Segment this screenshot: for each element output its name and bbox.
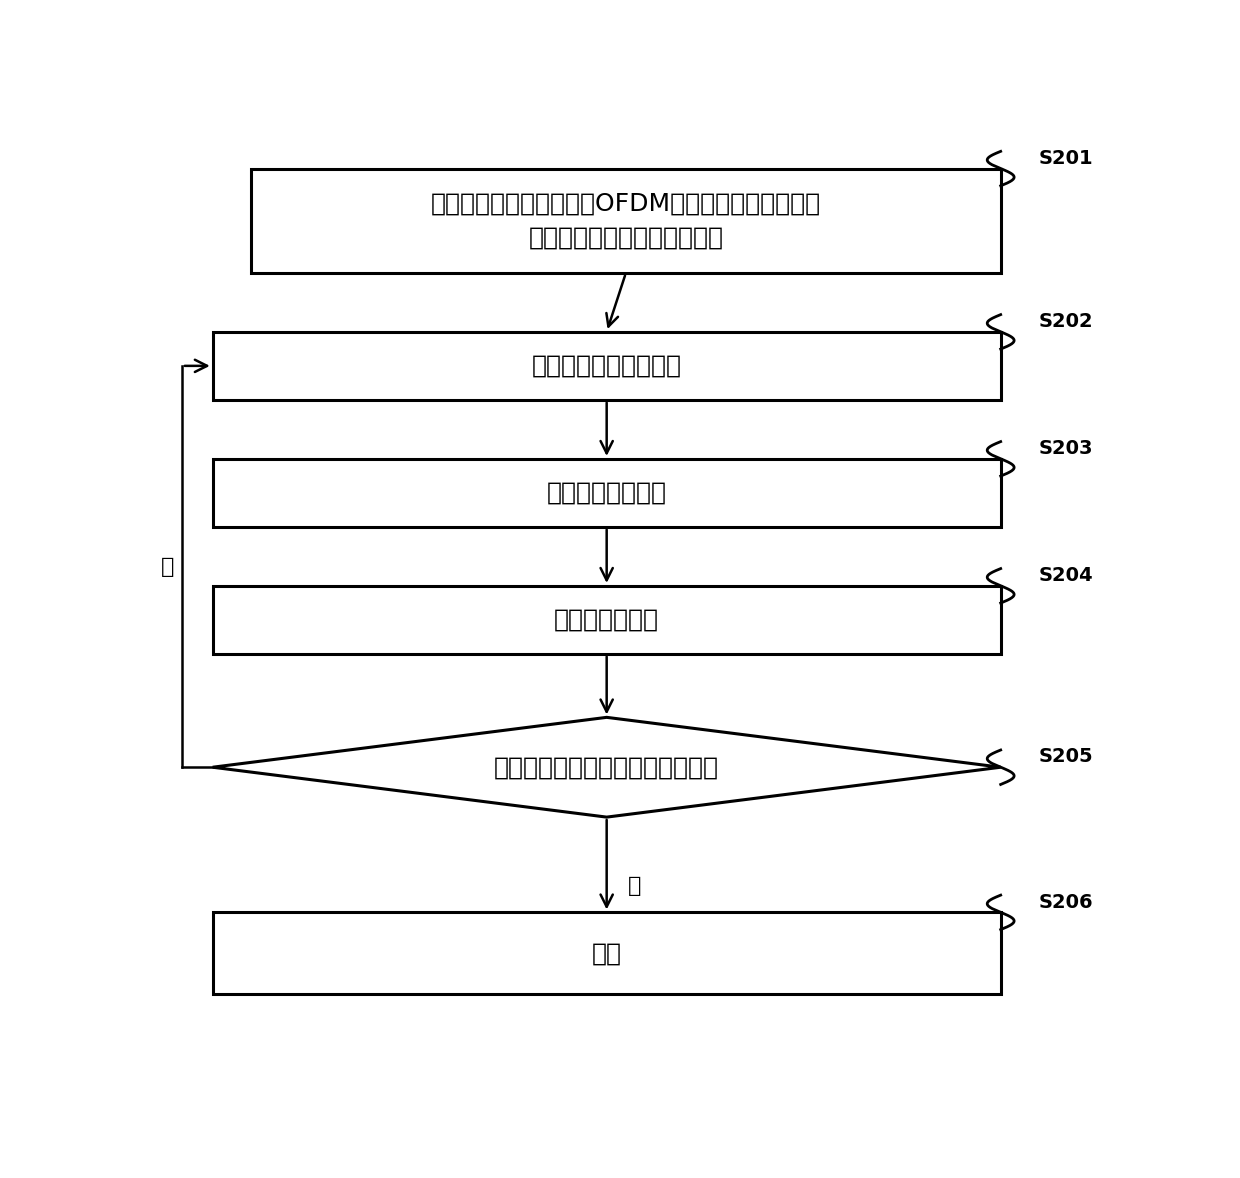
- Bar: [213, 585, 1001, 654]
- Polygon shape: [213, 717, 1001, 818]
- Bar: [213, 459, 1001, 527]
- Bar: [213, 332, 1001, 399]
- Text: S202: S202: [1038, 312, 1092, 331]
- Text: 进行成员度的更新: 进行成员度的更新: [547, 481, 667, 505]
- Bar: [250, 168, 1001, 273]
- Text: 判断目标函数值是否满足设定要求: 判断目标函数值是否满足设定要求: [495, 755, 719, 779]
- Text: 计算目标函数值: 计算目标函数值: [554, 608, 660, 631]
- Text: S203: S203: [1038, 439, 1092, 458]
- Text: S204: S204: [1038, 565, 1092, 585]
- Text: S201: S201: [1038, 148, 1092, 167]
- Text: 是: 是: [627, 875, 641, 895]
- Text: 设置集群数量为，初始化OFDM符号的实部（或虚部）
对各集群的聚类中心的成员度: 设置集群数量为，初始化OFDM符号的实部（或虚部） 对各集群的聚类中心的成员度: [430, 192, 821, 250]
- Text: 退出: 退出: [591, 941, 621, 965]
- Text: S205: S205: [1038, 747, 1092, 767]
- Text: 否: 否: [161, 556, 174, 576]
- Bar: [213, 912, 1001, 994]
- Text: S206: S206: [1038, 893, 1092, 912]
- Text: 估计各集群的聚类中心: 估计各集群的聚类中心: [532, 353, 682, 378]
